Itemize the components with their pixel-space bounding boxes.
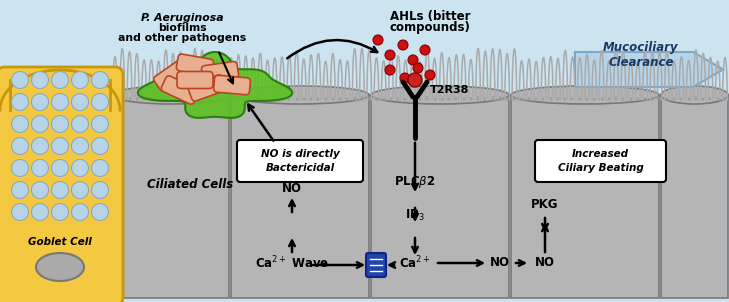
Circle shape: [12, 94, 28, 111]
Ellipse shape: [511, 86, 659, 104]
Circle shape: [385, 65, 395, 75]
Circle shape: [408, 73, 422, 87]
Circle shape: [92, 137, 109, 155]
FancyBboxPatch shape: [535, 140, 666, 182]
Circle shape: [92, 182, 109, 198]
Circle shape: [71, 115, 88, 133]
Text: and other pathogens: and other pathogens: [118, 33, 246, 43]
Ellipse shape: [661, 86, 728, 104]
Ellipse shape: [36, 253, 84, 281]
FancyBboxPatch shape: [177, 72, 213, 88]
Circle shape: [31, 159, 49, 176]
Bar: [231, 95, 369, 298]
Text: T2R38: T2R38: [430, 85, 469, 95]
Circle shape: [31, 182, 49, 198]
FancyBboxPatch shape: [154, 59, 190, 91]
Text: Ciliated Cells: Ciliated Cells: [147, 178, 233, 191]
Circle shape: [31, 204, 49, 220]
Circle shape: [52, 137, 69, 155]
Circle shape: [12, 204, 28, 220]
Text: Bactericidal: Bactericidal: [265, 163, 335, 173]
Text: NO: NO: [535, 256, 555, 269]
Circle shape: [52, 204, 69, 220]
FancyBboxPatch shape: [237, 140, 363, 182]
Circle shape: [12, 182, 28, 198]
Text: Clearance: Clearance: [608, 56, 674, 69]
FancyArrow shape: [575, 52, 723, 87]
Bar: [661, 95, 728, 298]
Text: biofilms: biofilms: [157, 23, 206, 33]
Circle shape: [425, 70, 435, 80]
Circle shape: [420, 45, 430, 55]
FancyBboxPatch shape: [214, 75, 250, 95]
FancyBboxPatch shape: [176, 54, 214, 76]
Circle shape: [12, 137, 28, 155]
Circle shape: [52, 72, 69, 88]
Circle shape: [12, 115, 28, 133]
Text: Ciliary Beating: Ciliary Beating: [558, 163, 644, 173]
Circle shape: [92, 94, 109, 111]
Text: Ca$^{2+}$ Wave: Ca$^{2+}$ Wave: [255, 255, 330, 271]
Bar: [113, 95, 229, 298]
Polygon shape: [138, 52, 292, 118]
Circle shape: [52, 94, 69, 111]
Circle shape: [413, 63, 423, 73]
Text: NO is directly: NO is directly: [261, 149, 340, 159]
Ellipse shape: [371, 86, 509, 104]
Text: AHLs (bitter: AHLs (bitter: [390, 10, 470, 23]
Ellipse shape: [113, 86, 229, 104]
Text: NO: NO: [490, 256, 510, 269]
Text: Goblet Cell: Goblet Cell: [28, 237, 92, 247]
Circle shape: [92, 115, 109, 133]
Text: PLC$\beta$2: PLC$\beta$2: [394, 174, 436, 190]
Circle shape: [398, 40, 408, 50]
Circle shape: [71, 182, 88, 198]
Text: NO: NO: [282, 182, 302, 194]
Circle shape: [71, 72, 88, 88]
Polygon shape: [0, 70, 120, 110]
Bar: [371, 95, 509, 298]
Circle shape: [12, 159, 28, 176]
Circle shape: [52, 182, 69, 198]
Text: Ca$^{2+}$: Ca$^{2+}$: [399, 255, 431, 271]
FancyBboxPatch shape: [0, 67, 123, 302]
Circle shape: [71, 94, 88, 111]
Circle shape: [12, 72, 28, 88]
Text: P. Aeruginosa: P. Aeruginosa: [141, 13, 223, 23]
Bar: [511, 95, 659, 298]
Circle shape: [92, 204, 109, 220]
Ellipse shape: [231, 86, 369, 104]
Circle shape: [52, 115, 69, 133]
FancyBboxPatch shape: [366, 253, 386, 277]
Circle shape: [31, 115, 49, 133]
Circle shape: [385, 50, 395, 60]
FancyBboxPatch shape: [161, 76, 199, 104]
Text: Mucociliary: Mucociliary: [604, 41, 679, 54]
Circle shape: [52, 159, 69, 176]
Circle shape: [71, 137, 88, 155]
Text: IP$_3$: IP$_3$: [405, 208, 425, 223]
Circle shape: [31, 94, 49, 111]
Circle shape: [71, 204, 88, 220]
Circle shape: [31, 137, 49, 155]
Text: compounds): compounds): [389, 21, 470, 34]
Circle shape: [31, 72, 49, 88]
Circle shape: [408, 55, 418, 65]
FancyBboxPatch shape: [201, 62, 238, 82]
FancyBboxPatch shape: [188, 75, 226, 101]
Circle shape: [71, 159, 88, 176]
Circle shape: [373, 35, 383, 45]
Text: Increased: Increased: [572, 149, 629, 159]
Circle shape: [400, 73, 410, 83]
Text: PKG: PKG: [531, 198, 558, 211]
Circle shape: [92, 72, 109, 88]
Circle shape: [92, 159, 109, 176]
